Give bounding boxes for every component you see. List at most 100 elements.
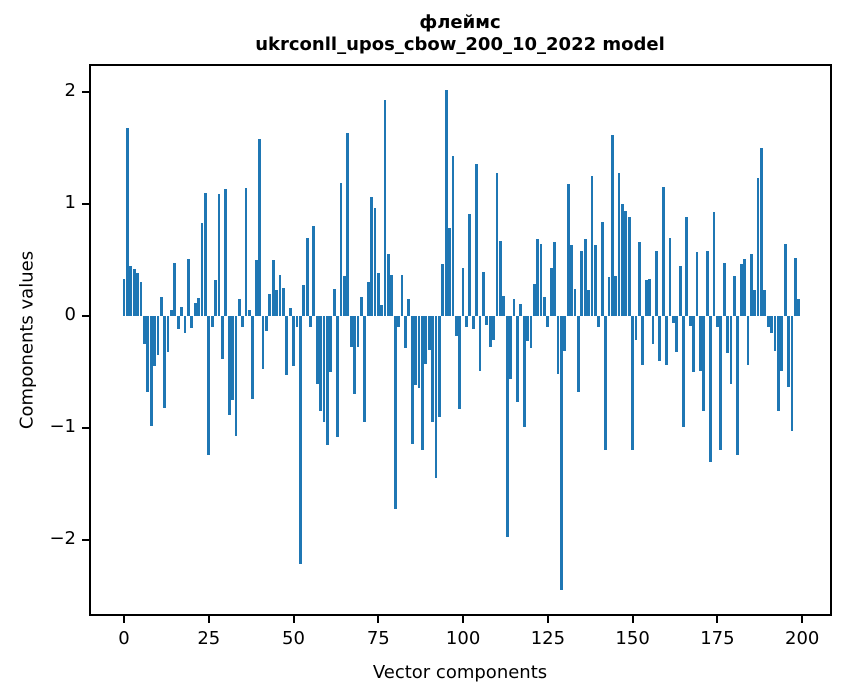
bar	[237, 299, 241, 316]
bar	[702, 316, 706, 412]
bar	[600, 221, 604, 316]
bar	[522, 316, 526, 427]
y-tick-label: 2	[64, 80, 76, 101]
bar	[125, 127, 129, 316]
bar	[631, 316, 635, 451]
bar	[739, 264, 743, 316]
bar	[434, 316, 438, 479]
bar	[417, 316, 421, 388]
y-tick-label: 0	[64, 304, 76, 325]
bar	[339, 182, 343, 316]
bar	[326, 316, 329, 445]
bar	[370, 197, 373, 316]
bar	[658, 316, 662, 361]
bar	[773, 316, 777, 351]
bar	[363, 316, 367, 423]
bar	[166, 316, 170, 352]
bar	[614, 275, 618, 316]
bar	[353, 316, 356, 395]
bar	[794, 257, 797, 316]
chart-title: флеймс ukrconll_upos_cbow_200_10_2022 mo…	[255, 12, 665, 56]
bar	[281, 288, 285, 316]
bar	[756, 178, 760, 316]
x-tick-mark	[123, 616, 125, 623]
bar	[678, 265, 682, 316]
bar	[671, 316, 675, 323]
bar	[797, 299, 801, 316]
bar	[515, 316, 519, 403]
bar	[203, 192, 207, 316]
bar	[478, 316, 482, 371]
bar	[424, 316, 428, 365]
x-tick-label: 50	[282, 628, 305, 649]
bar	[790, 316, 794, 432]
bar	[156, 316, 160, 356]
bar	[760, 148, 763, 316]
bar	[265, 316, 268, 331]
bar	[431, 316, 434, 423]
bar	[400, 274, 404, 316]
bar	[648, 279, 651, 316]
bar	[712, 211, 716, 316]
bar	[529, 316, 533, 349]
bar	[268, 293, 272, 316]
bar	[526, 316, 529, 341]
bar	[743, 258, 746, 316]
bar	[285, 316, 289, 376]
chart-title-line1: флеймс	[419, 12, 501, 33]
bar	[732, 275, 736, 316]
bar	[512, 299, 516, 316]
bar	[437, 316, 441, 417]
bar	[543, 296, 546, 316]
bar	[749, 254, 753, 316]
y-tick-mark	[82, 539, 89, 541]
bar	[746, 316, 750, 366]
bar	[685, 217, 689, 316]
bar	[214, 280, 217, 316]
bar	[180, 307, 184, 316]
bar	[688, 316, 692, 327]
x-tick-mark	[207, 616, 210, 623]
bar	[783, 244, 787, 316]
bar	[149, 316, 153, 426]
bar	[319, 316, 323, 412]
bar	[231, 316, 234, 400]
x-tick-label: 175	[700, 628, 735, 649]
x-tick-mark	[377, 616, 380, 623]
bar	[536, 238, 540, 316]
bar	[539, 244, 543, 316]
bar	[468, 214, 472, 316]
bar	[699, 316, 702, 371]
bar	[610, 134, 614, 316]
bar	[644, 280, 648, 316]
bar	[234, 316, 238, 436]
bar	[597, 316, 601, 328]
bar	[546, 316, 550, 328]
x-tick-label: 75	[366, 628, 390, 649]
bar	[587, 290, 590, 316]
bar	[359, 296, 363, 316]
x-tick-mark	[801, 616, 804, 623]
bar	[404, 316, 407, 349]
bar	[607, 276, 611, 316]
bar	[638, 242, 641, 316]
bar	[288, 308, 292, 316]
bar	[200, 223, 204, 316]
bar	[190, 316, 194, 329]
bar	[271, 260, 275, 316]
bar	[336, 316, 340, 437]
bar	[122, 279, 126, 316]
bar	[705, 251, 709, 316]
bar	[193, 302, 197, 316]
y-tick-mark	[82, 203, 89, 205]
bar	[471, 316, 475, 330]
x-tick-label: 0	[118, 628, 130, 649]
bar	[454, 316, 458, 337]
bar	[570, 245, 573, 316]
x-tick-label: 25	[197, 628, 221, 649]
bar	[302, 284, 306, 316]
bar	[556, 316, 560, 375]
bar	[197, 298, 200, 316]
bar	[634, 316, 638, 340]
bar	[451, 155, 455, 316]
